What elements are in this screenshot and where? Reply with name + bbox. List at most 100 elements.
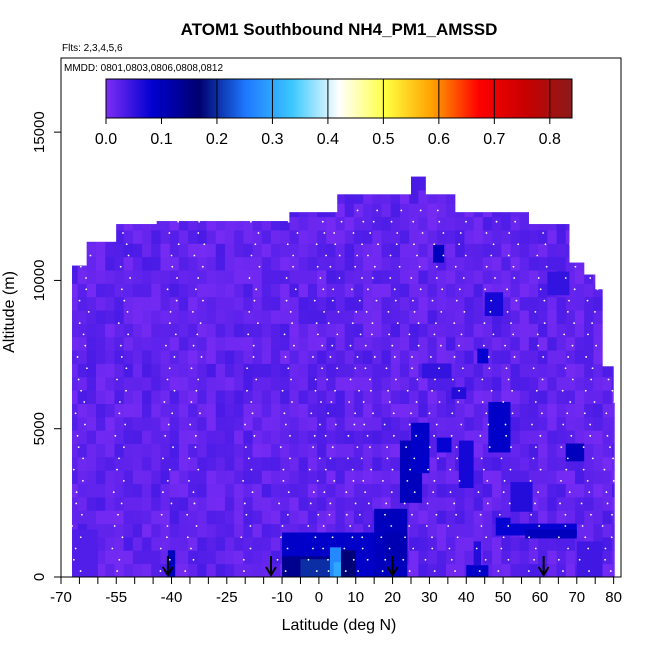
heatmap-cell <box>427 510 438 525</box>
heatmap-cell <box>473 216 484 231</box>
heatmap-cell <box>353 483 364 498</box>
heatmap-cell <box>363 510 373 525</box>
heatmap-cell <box>538 456 548 471</box>
heatmap-cell <box>482 176 493 191</box>
heatmap-cell <box>326 189 336 204</box>
heatmap-cell <box>372 256 383 271</box>
heatmap-cell <box>556 496 567 511</box>
heatmap-cell <box>271 403 281 418</box>
heatmap-cell <box>353 470 364 485</box>
flight-track-point <box>487 423 490 426</box>
heatmap-cell <box>574 336 585 351</box>
heatmap-cell <box>418 470 429 485</box>
heatmap-cell <box>547 470 558 485</box>
heatmap-cell <box>114 376 125 391</box>
heatmap-cell <box>427 470 438 485</box>
heatmap-cell <box>77 323 88 338</box>
flight-track-point <box>504 423 507 426</box>
heatmap-cell <box>556 176 567 191</box>
heatmap-cell <box>160 403 171 418</box>
heatmap-cell <box>446 310 456 324</box>
flight-track-point <box>386 457 389 460</box>
heatmap-cell <box>547 230 558 244</box>
heatmap-cell <box>298 496 309 511</box>
heatmap-cell <box>132 176 143 191</box>
heatmap-cell <box>243 189 254 204</box>
heatmap-cell <box>344 270 355 284</box>
flight-track-point <box>528 536 531 539</box>
flight-track-point <box>481 378 484 381</box>
heatmap-cell <box>611 416 615 431</box>
flight-track-point <box>432 491 435 494</box>
heatmap-cell <box>151 283 161 298</box>
heatmap-cell <box>547 536 558 551</box>
flight-track-point <box>351 468 354 471</box>
heatmap-cell <box>519 350 530 364</box>
heatmap-cell <box>142 403 152 418</box>
heatmap-cell <box>280 216 290 231</box>
heatmap-cell <box>142 336 152 351</box>
heatmap-cell <box>261 176 272 191</box>
heatmap-cell <box>96 536 106 551</box>
heatmap-cell <box>556 416 567 431</box>
heatmap-cell <box>464 536 475 551</box>
heatmap-cell <box>326 363 336 378</box>
flight-track-point <box>113 525 116 527</box>
heatmap-cell <box>151 496 161 511</box>
heatmap-cell <box>178 216 189 231</box>
flight-track-point <box>426 502 429 505</box>
heatmap-cell <box>215 523 226 538</box>
heatmap-cell <box>565 363 576 378</box>
heatmap-cell <box>160 176 171 191</box>
heatmap-cell <box>271 256 281 271</box>
flight-track-point <box>326 378 329 381</box>
flight-track-point <box>356 356 359 358</box>
heatmap-cell <box>72 376 79 391</box>
flight-track-point <box>431 389 433 392</box>
heatmap-cell <box>86 296 97 311</box>
flight-track-point <box>201 265 204 268</box>
flight-track-point <box>535 389 538 392</box>
heatmap-cell <box>372 403 383 418</box>
flight-track-point <box>396 232 399 234</box>
flight-track-point <box>442 232 445 234</box>
heatmap-cell <box>151 243 161 258</box>
heatmap-cell <box>317 323 327 338</box>
heatmap-cell <box>160 470 171 485</box>
flight-track-point <box>434 378 436 381</box>
heatmap-cell <box>96 563 106 577</box>
flight-track-point <box>453 356 456 358</box>
heatmap-cell <box>538 189 548 204</box>
flight-track-point <box>417 322 420 325</box>
flight-track-point <box>384 513 386 516</box>
heatmap-cell <box>344 363 355 378</box>
heatmap-cell <box>96 230 106 244</box>
heatmap-cell <box>455 310 465 324</box>
flight-track-point <box>333 232 336 234</box>
heatmap-cell <box>436 510 447 525</box>
heatmap-cell <box>206 270 217 284</box>
heatmap-cell <box>344 523 355 538</box>
flight-track-point <box>455 299 458 302</box>
heatmap-cell <box>436 216 447 231</box>
heatmap-cell <box>142 243 152 258</box>
heatmap-cell <box>224 363 235 378</box>
heatmap-cell <box>197 270 208 284</box>
heatmap-cell <box>160 256 171 271</box>
heatmap-cell <box>234 203 244 218</box>
flight-track-point <box>507 378 510 381</box>
flight-track-point <box>244 423 246 426</box>
heatmap-cell <box>528 376 539 391</box>
flight-track-point <box>381 570 384 572</box>
heatmap-cell <box>455 243 465 258</box>
heatmap-cell <box>271 230 281 244</box>
heatmap-cell <box>381 176 392 191</box>
heatmap-cell <box>206 536 217 551</box>
heatmap-cell <box>528 176 539 191</box>
heatmap-cell <box>243 216 254 231</box>
flight-track-point <box>569 254 572 257</box>
heatmap-cell <box>495 517 511 536</box>
heatmap-cell <box>197 550 208 565</box>
heatmap-cell <box>114 350 125 364</box>
heatmap-cell <box>353 376 364 391</box>
